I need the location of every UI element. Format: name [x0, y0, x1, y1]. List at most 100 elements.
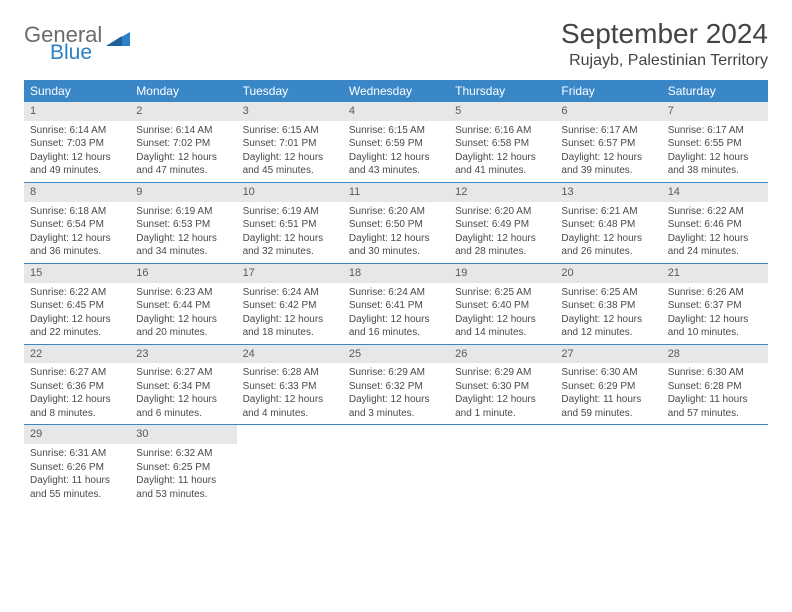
sunset-line: Sunset: 6:25 PM	[136, 461, 230, 475]
sunset-line: Sunset: 6:26 PM	[30, 461, 124, 475]
weekday-header: Thursday	[449, 80, 555, 102]
page-title: September 2024	[561, 18, 768, 50]
cell-body: Sunrise: 6:20 AMSunset: 6:49 PMDaylight:…	[449, 202, 555, 263]
sunset-line: Sunset: 6:53 PM	[136, 218, 230, 232]
daylight-line-1: Daylight: 12 hours	[349, 151, 443, 165]
sunset-line: Sunset: 6:59 PM	[349, 137, 443, 151]
daylight-line-1: Daylight: 12 hours	[349, 393, 443, 407]
brand-triangle-icon	[106, 28, 130, 46]
calendar-row: 29Sunrise: 6:31 AMSunset: 6:26 PMDayligh…	[24, 425, 768, 505]
daylight-line-2: and 4 minutes.	[243, 407, 337, 421]
calendar-cell: 18Sunrise: 6:24 AMSunset: 6:41 PMDayligh…	[343, 263, 449, 344]
calendar-row: 8Sunrise: 6:18 AMSunset: 6:54 PMDaylight…	[24, 182, 768, 263]
cell-body: Sunrise: 6:25 AMSunset: 6:38 PMDaylight:…	[555, 283, 661, 344]
calendar-cell: 8Sunrise: 6:18 AMSunset: 6:54 PMDaylight…	[24, 182, 130, 263]
cell-body: Sunrise: 6:30 AMSunset: 6:28 PMDaylight:…	[662, 363, 768, 424]
sunrise-line: Sunrise: 6:19 AM	[243, 205, 337, 219]
cell-body: Sunrise: 6:29 AMSunset: 6:30 PMDaylight:…	[449, 363, 555, 424]
sunset-line: Sunset: 6:28 PM	[668, 380, 762, 394]
sunrise-line: Sunrise: 6:21 AM	[561, 205, 655, 219]
cell-body: Sunrise: 6:27 AMSunset: 6:34 PMDaylight:…	[130, 363, 236, 424]
daylight-line-1: Daylight: 12 hours	[243, 151, 337, 165]
sunrise-line: Sunrise: 6:32 AM	[136, 447, 230, 461]
daylight-line-2: and 39 minutes.	[561, 164, 655, 178]
day-number: 16	[130, 264, 236, 283]
daylight-line-1: Daylight: 12 hours	[243, 313, 337, 327]
daylight-line-1: Daylight: 12 hours	[561, 151, 655, 165]
calendar-cell: 13Sunrise: 6:21 AMSunset: 6:48 PMDayligh…	[555, 182, 661, 263]
daylight-line-2: and 59 minutes.	[561, 407, 655, 421]
location: Rujayb, Palestinian Territory	[561, 52, 768, 70]
daylight-line-2: and 8 minutes.	[30, 407, 124, 421]
sunrise-line: Sunrise: 6:23 AM	[136, 286, 230, 300]
sunset-line: Sunset: 6:49 PM	[455, 218, 549, 232]
sunrise-line: Sunrise: 6:26 AM	[668, 286, 762, 300]
cell-body: Sunrise: 6:31 AMSunset: 6:26 PMDaylight:…	[24, 444, 130, 505]
day-number: 5	[449, 102, 555, 121]
daylight-line-2: and 41 minutes.	[455, 164, 549, 178]
sunset-line: Sunset: 6:50 PM	[349, 218, 443, 232]
cell-body: Sunrise: 6:14 AMSunset: 7:03 PMDaylight:…	[24, 121, 130, 182]
sunset-line: Sunset: 6:58 PM	[455, 137, 549, 151]
cell-body: Sunrise: 6:15 AMSunset: 6:59 PMDaylight:…	[343, 121, 449, 182]
cell-body: Sunrise: 6:22 AMSunset: 6:46 PMDaylight:…	[662, 202, 768, 263]
day-number: 20	[555, 264, 661, 283]
sunrise-line: Sunrise: 6:25 AM	[455, 286, 549, 300]
cell-body: Sunrise: 6:18 AMSunset: 6:54 PMDaylight:…	[24, 202, 130, 263]
day-number: 30	[130, 425, 236, 444]
day-number: 29	[24, 425, 130, 444]
cell-body: Sunrise: 6:15 AMSunset: 7:01 PMDaylight:…	[237, 121, 343, 182]
calendar-cell: 25Sunrise: 6:29 AMSunset: 6:32 PMDayligh…	[343, 344, 449, 425]
calendar-cell: 11Sunrise: 6:20 AMSunset: 6:50 PMDayligh…	[343, 182, 449, 263]
sunrise-line: Sunrise: 6:19 AM	[136, 205, 230, 219]
calendar-cell: 12Sunrise: 6:20 AMSunset: 6:49 PMDayligh…	[449, 182, 555, 263]
sunrise-line: Sunrise: 6:24 AM	[349, 286, 443, 300]
calendar-cell: 7Sunrise: 6:17 AMSunset: 6:55 PMDaylight…	[662, 102, 768, 182]
daylight-line-1: Daylight: 12 hours	[349, 313, 443, 327]
calendar-row: 15Sunrise: 6:22 AMSunset: 6:45 PMDayligh…	[24, 263, 768, 344]
daylight-line-1: Daylight: 12 hours	[30, 393, 124, 407]
daylight-line-2: and 34 minutes.	[136, 245, 230, 259]
sunset-line: Sunset: 6:48 PM	[561, 218, 655, 232]
daylight-line-2: and 55 minutes.	[30, 488, 124, 502]
daylight-line-1: Daylight: 12 hours	[30, 151, 124, 165]
sunrise-line: Sunrise: 6:29 AM	[349, 366, 443, 380]
daylight-line-2: and 32 minutes.	[243, 245, 337, 259]
calendar-row: 22Sunrise: 6:27 AMSunset: 6:36 PMDayligh…	[24, 344, 768, 425]
sunrise-line: Sunrise: 6:27 AM	[30, 366, 124, 380]
cell-body: Sunrise: 6:22 AMSunset: 6:45 PMDaylight:…	[24, 283, 130, 344]
daylight-line-2: and 47 minutes.	[136, 164, 230, 178]
cell-body: Sunrise: 6:28 AMSunset: 6:33 PMDaylight:…	[237, 363, 343, 424]
sunset-line: Sunset: 6:33 PM	[243, 380, 337, 394]
daylight-line-1: Daylight: 12 hours	[136, 313, 230, 327]
daylight-line-2: and 14 minutes.	[455, 326, 549, 340]
cell-body: Sunrise: 6:24 AMSunset: 6:42 PMDaylight:…	[237, 283, 343, 344]
daylight-line-1: Daylight: 12 hours	[561, 313, 655, 327]
calendar-cell: 28Sunrise: 6:30 AMSunset: 6:28 PMDayligh…	[662, 344, 768, 425]
day-number: 1	[24, 102, 130, 121]
calendar-row: 1Sunrise: 6:14 AMSunset: 7:03 PMDaylight…	[24, 102, 768, 182]
daylight-line-1: Daylight: 12 hours	[455, 393, 549, 407]
sunset-line: Sunset: 6:40 PM	[455, 299, 549, 313]
sunrise-line: Sunrise: 6:17 AM	[668, 124, 762, 138]
day-number: 3	[237, 102, 343, 121]
daylight-line-2: and 18 minutes.	[243, 326, 337, 340]
calendar-cell: 19Sunrise: 6:25 AMSunset: 6:40 PMDayligh…	[449, 263, 555, 344]
sunset-line: Sunset: 6:37 PM	[668, 299, 762, 313]
sunset-line: Sunset: 7:02 PM	[136, 137, 230, 151]
calendar-cell	[449, 425, 555, 505]
day-number: 2	[130, 102, 236, 121]
sunset-line: Sunset: 6:30 PM	[455, 380, 549, 394]
sunrise-line: Sunrise: 6:17 AM	[561, 124, 655, 138]
header: General Blue September 2024 Rujayb, Pale…	[24, 18, 768, 70]
daylight-line-1: Daylight: 12 hours	[455, 232, 549, 246]
sunset-line: Sunset: 6:42 PM	[243, 299, 337, 313]
sunrise-line: Sunrise: 6:15 AM	[243, 124, 337, 138]
day-number: 27	[555, 345, 661, 364]
day-number: 19	[449, 264, 555, 283]
cell-body: Sunrise: 6:27 AMSunset: 6:36 PMDaylight:…	[24, 363, 130, 424]
daylight-line-2: and 24 minutes.	[668, 245, 762, 259]
day-number: 6	[555, 102, 661, 121]
cell-body: Sunrise: 6:19 AMSunset: 6:51 PMDaylight:…	[237, 202, 343, 263]
daylight-line-1: Daylight: 12 hours	[136, 232, 230, 246]
